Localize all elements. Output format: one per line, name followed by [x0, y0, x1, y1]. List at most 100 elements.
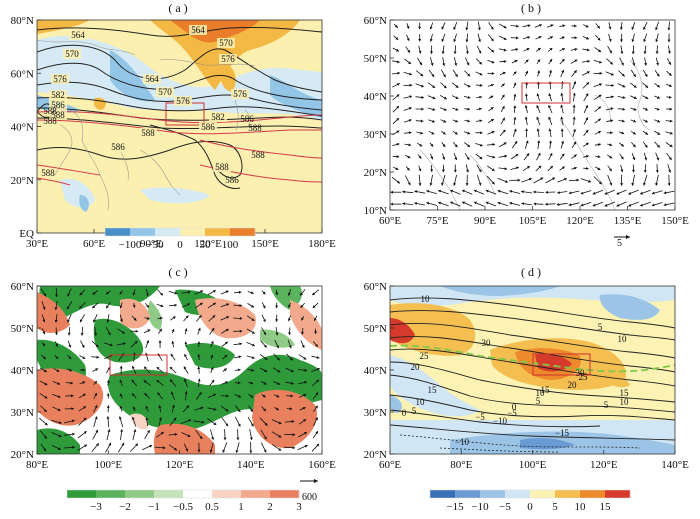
panel-d-contour-label: 15 [620, 388, 630, 398]
panel-c-colorbar-label: 0.5 [205, 501, 219, 513]
panel-d-contour-label: 10 [620, 397, 630, 407]
panel-c-x-tick-label: 160°E [308, 459, 336, 471]
panel-a-y-tick-label: 20°N [11, 175, 34, 187]
panel-a-contour-label: 582 [51, 90, 65, 100]
panel-d-contour-label: 5 [412, 406, 417, 416]
panel-a-contour-label: 564 [145, 74, 159, 84]
panel-a-colorbar-swatch [180, 228, 205, 236]
panel-d-contour-label: 20 [568, 380, 578, 390]
panel-c-colorbar-swatch [154, 490, 183, 498]
panel-d-contour-label: −5 [475, 412, 485, 422]
panel-d-contour-label: 5 [604, 400, 609, 410]
panel-b-x-tick-label: 105°E [519, 215, 547, 227]
panel-c-colorbar-swatch [241, 490, 270, 498]
panel-a-colorbar-swatch [155, 228, 180, 236]
panel-a-colorbar-swatch [130, 228, 155, 236]
panel-a-y-tick-label: 40°N [11, 122, 34, 134]
panel-b-y-tick-label: 40°N [364, 91, 387, 103]
panel-d-contour-label: −10 [455, 437, 470, 447]
panel-d-colorbar-label: −10 [471, 501, 489, 513]
panel-c-y-tick-label: 60°N [11, 281, 34, 293]
panel-c-y-tick-label: 30°N [11, 407, 34, 419]
panel-d-contour-label: 10 [416, 397, 426, 407]
panel-c-colorbar-label: −1 [148, 501, 160, 513]
panel-b-label: ( b ) [521, 1, 541, 15]
panel-d-contour-label: 5 [598, 322, 603, 332]
panel-a-red-contour-label: 588 [43, 106, 57, 116]
panel-b-x-tick-label: 135°E [614, 215, 642, 227]
panel-d-x-tick-label: 140°E [661, 459, 689, 471]
panel-d-colorbar-swatch [605, 490, 630, 498]
panel-d-contour-label: 15 [541, 385, 551, 395]
panel-d-contour-label: −10 [493, 416, 508, 426]
panel-a-label: ( a ) [168, 1, 187, 15]
panel-c-colorbar-swatch [125, 490, 154, 498]
panel-c-colorbar-label: 1 [238, 501, 244, 513]
panel-a-map: 5645705765825865885645705765645705765765… [37, 20, 322, 233]
panel-d-x-tick-label: 80°E [450, 459, 472, 471]
panel-c-colorbar-swatch [96, 490, 125, 498]
panel-c: ( c ) [11, 265, 336, 513]
panel-d-x-tick-label: 100°E [519, 459, 547, 471]
panel-c-colorbar-swatch [270, 490, 299, 498]
panel-c-y-tick-label: 50°N [11, 323, 34, 335]
panel-d-contour-label: 30 [576, 368, 586, 378]
panel-b-reference-vector: 5 [614, 235, 630, 249]
panel-a-contour-label: 588 [141, 128, 155, 138]
panel-b-reference-label: 5 [617, 238, 622, 249]
panel-c-colorbar-swatch [212, 490, 241, 498]
panel-d-contour-label: 20 [411, 362, 421, 372]
panel-b-y-tick-label: 50°N [364, 53, 387, 65]
panel-a-colorbar-label: 100 [222, 239, 239, 251]
panel-a-x-tick-label: 60°E [83, 238, 105, 250]
panel-a-contour-label: 582 [211, 112, 225, 122]
panel-c-colorbar-label: 2 [267, 501, 273, 513]
panel-d-x-tick-label: 120°E [590, 459, 618, 471]
panel-d-contour-label: 25 [420, 351, 430, 361]
panel-c-map [37, 286, 322, 454]
panel-a-y-tick-label: 60°N [11, 68, 34, 80]
panel-a-contour-label: 586 [201, 122, 215, 132]
panel-c-x-tick-label: 100°E [94, 459, 122, 471]
panel-a-y-tick-label: 80°N [11, 15, 34, 27]
panel-b-y-tick-label: 60°N [364, 15, 387, 27]
panel-a-contour-label: 570 [158, 87, 172, 97]
panel-d-label: ( d ) [521, 265, 541, 279]
panel-a-colorbar-label: 50 [200, 239, 212, 251]
panel-a-contour-label: 570 [65, 49, 79, 59]
panel-a-y-tick-label: EQ [19, 228, 34, 240]
panel-a-red-contour-label: 588 [251, 150, 265, 160]
panel-a-colorbar-label: −50 [146, 239, 164, 251]
panel-c-y-tick-label: 20°N [11, 449, 34, 461]
panel-a-contour-label: 576 [233, 89, 247, 99]
panel-c-colorbar-label: −3 [90, 501, 102, 513]
panel-c-colorbar-swatch [67, 490, 96, 498]
panel-d-contour-label: −15 [555, 428, 570, 438]
panel-d-colorbar-label: 10 [575, 501, 587, 513]
panel-a-red-contour-label: 586 [225, 175, 239, 185]
panel-c-colorbar-swatch [183, 490, 212, 498]
panel-c-reference-label: 600 [302, 492, 317, 503]
panel-a-contour-label: 588 [215, 162, 229, 172]
panel-d-y-tick-label: 30°N [364, 407, 387, 419]
panel-d-colorbar-label: 5 [552, 501, 558, 513]
panel-d-colorbar-label: 15 [600, 501, 612, 513]
panel-c-reference-vector: 600 [300, 479, 318, 503]
panel-a-contour-label: 586 [111, 142, 125, 152]
panel-d-colorbar-swatch [580, 490, 605, 498]
panel-a-contour-label: 576 [53, 74, 67, 84]
panel-c-y-tick-label: 40°N [11, 365, 34, 377]
panel-c-label: ( c ) [168, 265, 187, 279]
panel-d-y-tick-label: 20°N [364, 449, 387, 461]
panel-b-x-tick-label: 120°E [566, 215, 594, 227]
panel-b-y-tick-label: 10°N [364, 205, 387, 217]
panel-c-x-tick-label: 140°E [237, 459, 265, 471]
panel-d-y-tick-label: 50°N [364, 323, 387, 335]
panel-a-colorbar-swatch [205, 228, 230, 236]
panel-d-contour-label: 15 [428, 385, 438, 395]
panel-a-contour-label: 576 [176, 96, 190, 106]
panel-d-colorbar-label: −15 [446, 501, 464, 513]
